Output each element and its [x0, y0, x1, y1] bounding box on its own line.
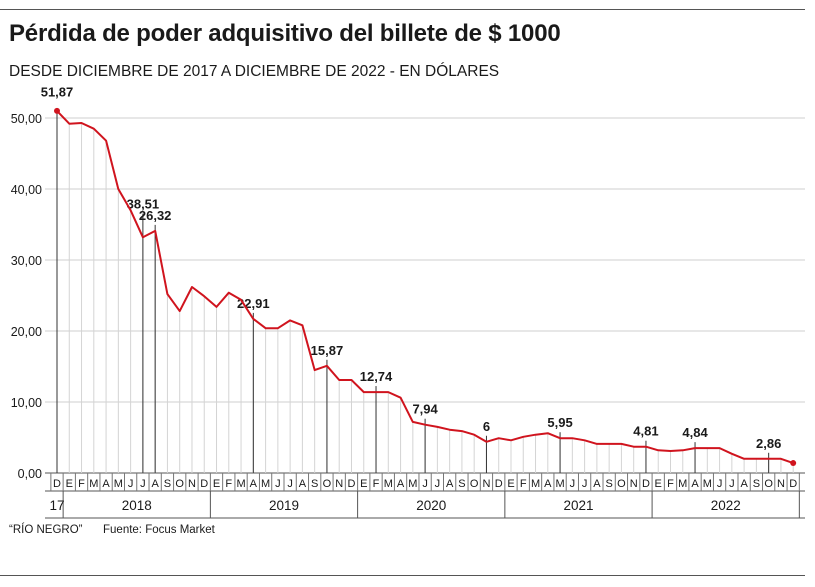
month-label: A: [544, 478, 552, 490]
month-label: M: [678, 478, 687, 490]
year-label: 2019: [269, 498, 299, 513]
end-point: [790, 460, 797, 467]
month-label: A: [593, 478, 601, 490]
chart-subtitle: DESDE DICIEMBRE DE 2017 A DICIEMBRE DE 2…: [9, 63, 500, 80]
month-label: F: [78, 478, 85, 490]
month-label: J: [729, 478, 735, 490]
chart-title: Pérdida de poder adquisitivo del billete…: [9, 20, 561, 47]
month-label: S: [605, 478, 612, 490]
month-label: N: [630, 478, 638, 490]
month-label: E: [213, 478, 220, 490]
month-label: J: [275, 478, 281, 490]
month-label: E: [360, 478, 367, 490]
annotation-label: 12,74: [360, 369, 393, 384]
month-label: A: [740, 478, 748, 490]
month-label: M: [261, 478, 270, 490]
series-line: [56, 110, 794, 465]
start-point: [54, 107, 60, 114]
source: Fuente: Focus Market: [103, 524, 215, 536]
month-label: F: [667, 478, 674, 490]
month-label: F: [520, 478, 527, 490]
month-label: F: [225, 478, 232, 490]
month-label: A: [250, 478, 258, 490]
annotation-label: 6: [483, 419, 490, 434]
annotation-label: 38,51: [127, 197, 160, 212]
year-label: 2022: [711, 498, 741, 513]
annotation-label: 5,95: [547, 415, 572, 430]
month-label: S: [164, 478, 171, 490]
month-label: D: [495, 478, 503, 490]
month-label: J: [570, 478, 576, 490]
month-label: M: [89, 478, 98, 490]
month-label: A: [397, 478, 405, 490]
month-label: N: [335, 478, 343, 490]
credit: “RÍO NEGRO”: [9, 524, 83, 536]
month-label: S: [753, 478, 760, 490]
month-label: A: [102, 478, 110, 490]
month-label: A: [691, 478, 699, 490]
month-label: J: [422, 478, 428, 490]
y-tick-label: 20,00: [11, 325, 42, 339]
annotation-label: 2,86: [756, 436, 781, 451]
month-label: A: [446, 478, 454, 490]
month-label: N: [482, 478, 490, 490]
month-label: M: [555, 478, 564, 490]
month-label: O: [470, 478, 479, 490]
y-tick-label: 10,00: [11, 396, 42, 410]
month-label: A: [151, 478, 159, 490]
y-tick-label: 50,00: [11, 112, 42, 126]
annotation-label: 22,91: [237, 296, 270, 311]
month-label: S: [458, 478, 465, 490]
month-label: D: [53, 478, 61, 490]
month-label: M: [114, 478, 123, 490]
month-label: D: [642, 478, 650, 490]
bottom-rule: [0, 575, 805, 576]
annotation-label: 15,87: [311, 343, 344, 358]
month-label: A: [299, 478, 307, 490]
annotation-label: 4,84: [682, 425, 708, 440]
month-label: N: [777, 478, 785, 490]
month-label: M: [384, 478, 393, 490]
month-label: O: [764, 478, 773, 490]
year-label: 2018: [122, 498, 152, 513]
month-label: M: [531, 478, 540, 490]
month-label: D: [789, 478, 797, 490]
month-label: J: [717, 478, 723, 490]
month-label: D: [348, 478, 356, 490]
month-label: J: [128, 478, 134, 490]
y-tick-label: 40,00: [11, 183, 42, 197]
month-label: O: [617, 478, 626, 490]
month-label: J: [140, 478, 146, 490]
month-label: O: [323, 478, 332, 490]
y-tick-label: 0,00: [18, 467, 42, 481]
month-label: J: [435, 478, 441, 490]
month-label: D: [200, 478, 208, 490]
month-label: E: [66, 478, 73, 490]
year-label: 17: [49, 498, 64, 513]
month-label: J: [582, 478, 588, 490]
month-label: M: [703, 478, 712, 490]
month-label: E: [655, 478, 662, 490]
month-label: F: [373, 478, 380, 490]
month-label: N: [188, 478, 196, 490]
top-rule: [0, 9, 805, 10]
year-label: 2020: [416, 498, 446, 513]
month-label: O: [175, 478, 184, 490]
month-label: M: [408, 478, 417, 490]
annotation-label: 4,81: [633, 424, 658, 439]
month-label: E: [507, 478, 514, 490]
year-label: 2021: [563, 498, 593, 513]
annotation-label: 7,94: [412, 402, 438, 417]
month-label: S: [311, 478, 318, 490]
annotation-label: 26,32: [139, 208, 172, 223]
annotation-label: 51,87: [41, 85, 74, 100]
month-label: M: [236, 478, 245, 490]
month-label: J: [287, 478, 293, 490]
y-tick-label: 30,00: [11, 254, 42, 268]
